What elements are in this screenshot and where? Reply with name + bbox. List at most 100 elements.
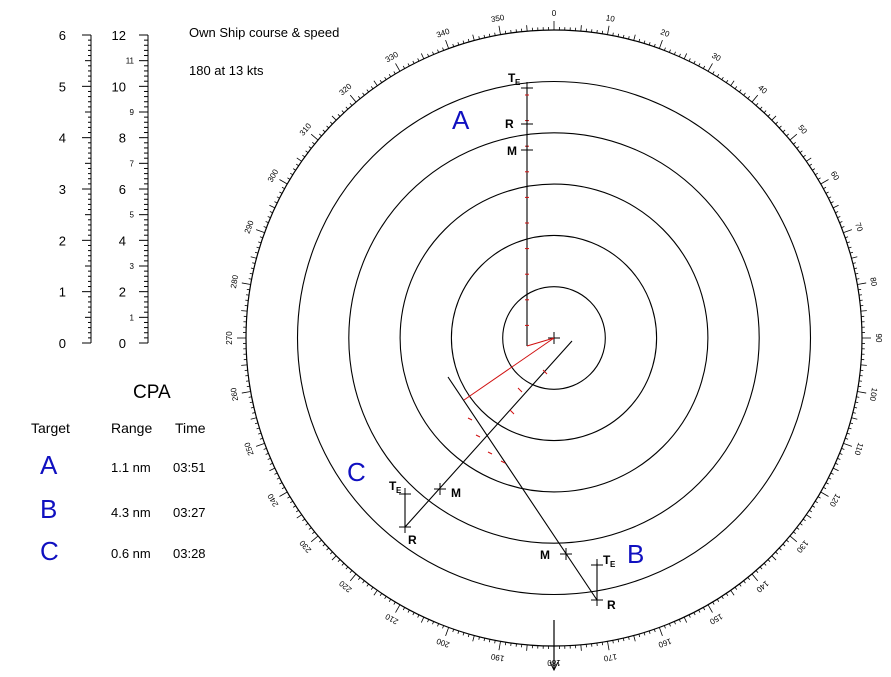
bearing-tick	[633, 635, 636, 642]
bearing-tick	[402, 607, 406, 611]
bearing-label: 20	[659, 27, 671, 39]
bearing-tick	[734, 586, 738, 590]
bearing-tick	[457, 42, 460, 46]
target-c-cpa-line	[463, 337, 555, 401]
bearing-tick	[664, 625, 666, 629]
bearing-tick	[612, 32, 614, 36]
bearing-label: 160	[657, 636, 673, 649]
bearing-tick	[330, 121, 333, 125]
bearing-tick	[341, 562, 345, 566]
bearing-tick	[607, 25, 610, 35]
cpa-row-range: 4.3 nm	[111, 505, 151, 520]
scale-left-label: 1	[59, 285, 66, 300]
bearing-tick	[362, 92, 365, 96]
bearing-tick	[254, 251, 259, 254]
bearing-tick	[747, 96, 751, 99]
bearing-tick	[789, 133, 798, 141]
bearing-tick	[860, 364, 867, 366]
bearing-tick	[250, 417, 257, 420]
bearing-tick	[395, 604, 401, 613]
bearing-tick	[319, 539, 322, 543]
bearing-tick	[256, 246, 260, 249]
bearing-tick	[712, 601, 715, 605]
bearing-tick	[494, 640, 496, 644]
bearing-label: 340	[435, 26, 451, 39]
scale-right-label: 10	[112, 79, 126, 94]
bearing-tick	[707, 63, 713, 72]
bearing-tick	[849, 251, 854, 254]
bearing-tick	[828, 196, 832, 199]
bearing-tick	[310, 133, 319, 141]
bearing-tick	[759, 566, 763, 570]
bearing-tick	[721, 596, 724, 600]
bearing-tick	[771, 555, 777, 561]
bearing-tick	[851, 417, 858, 420]
bearing-tick	[793, 531, 796, 535]
bearing-label: 300	[266, 167, 281, 184]
bearing-tick	[812, 168, 816, 171]
target-a-te-label-sub: E	[515, 78, 521, 87]
target-b-m-label: M	[540, 548, 550, 562]
bearing-tick	[845, 437, 849, 440]
cpa-row-target: B	[40, 494, 58, 524]
bearing-tick	[302, 154, 306, 158]
bearing-tick	[730, 80, 735, 86]
bearing-tick	[483, 638, 486, 642]
bearing-tick	[373, 80, 378, 86]
bearing-tick	[312, 141, 315, 145]
bearing-tick	[305, 523, 309, 526]
bearing-tick	[852, 262, 856, 264]
bearing-tick	[707, 604, 713, 613]
target-b-te-label: T	[603, 553, 611, 567]
bearing-tick	[379, 593, 383, 597]
scale-right-minor-label: 11	[126, 57, 135, 66]
bearing-tick	[775, 551, 778, 555]
bearing-tick	[845, 236, 849, 239]
bearing-tick	[802, 154, 806, 158]
target-c-time-tick	[509, 409, 515, 415]
bearing-tick	[276, 196, 280, 199]
target-b-time-tick	[467, 417, 473, 421]
bearing-tick	[837, 457, 841, 460]
range-ring	[502, 286, 606, 390]
bearing-tick	[472, 34, 475, 41]
bearing-tick	[349, 570, 353, 573]
bearing-tick	[330, 551, 333, 555]
scale-right-label: 0	[119, 336, 126, 351]
bearing-label: 0	[552, 9, 557, 18]
bearing-label: 260	[229, 386, 240, 401]
bearing-tick	[851, 256, 858, 259]
bearing-tick	[846, 241, 850, 244]
bearing-tick	[658, 39, 663, 49]
target-c-te-label-sub: E	[396, 486, 402, 495]
bearing-tick	[331, 555, 337, 561]
bearing-tick	[296, 157, 302, 162]
bearing-tick	[814, 172, 818, 176]
bearing-tick	[256, 427, 260, 430]
bearing-tick	[322, 543, 326, 547]
bearing-tick	[442, 625, 444, 629]
bearing-tick	[427, 619, 430, 623]
bearing-tick	[478, 636, 480, 640]
bearing-tick	[820, 491, 829, 497]
bearing-tick	[281, 186, 285, 190]
bearing-tick	[806, 157, 812, 162]
range-ring	[399, 183, 709, 493]
bearing-tick	[472, 635, 475, 642]
bearing-label: 70	[853, 221, 865, 233]
bearing-tick	[457, 630, 460, 634]
bearing-tick	[370, 586, 374, 590]
bearing-tick	[763, 562, 767, 566]
plot-target-label-a: A	[452, 105, 470, 135]
bearing-tick	[478, 36, 480, 40]
bearing-tick	[809, 163, 813, 167]
bearing-tick	[437, 623, 439, 627]
bearing-tick	[860, 310, 867, 312]
bearing-tick	[856, 278, 860, 280]
bearing-tick	[799, 150, 803, 153]
bearing-tick	[702, 607, 706, 611]
bearing-tick	[276, 477, 280, 480]
cpa-row-target: C	[40, 536, 59, 566]
scale-left-label: 2	[59, 233, 66, 248]
bearing-tick	[462, 632, 465, 636]
